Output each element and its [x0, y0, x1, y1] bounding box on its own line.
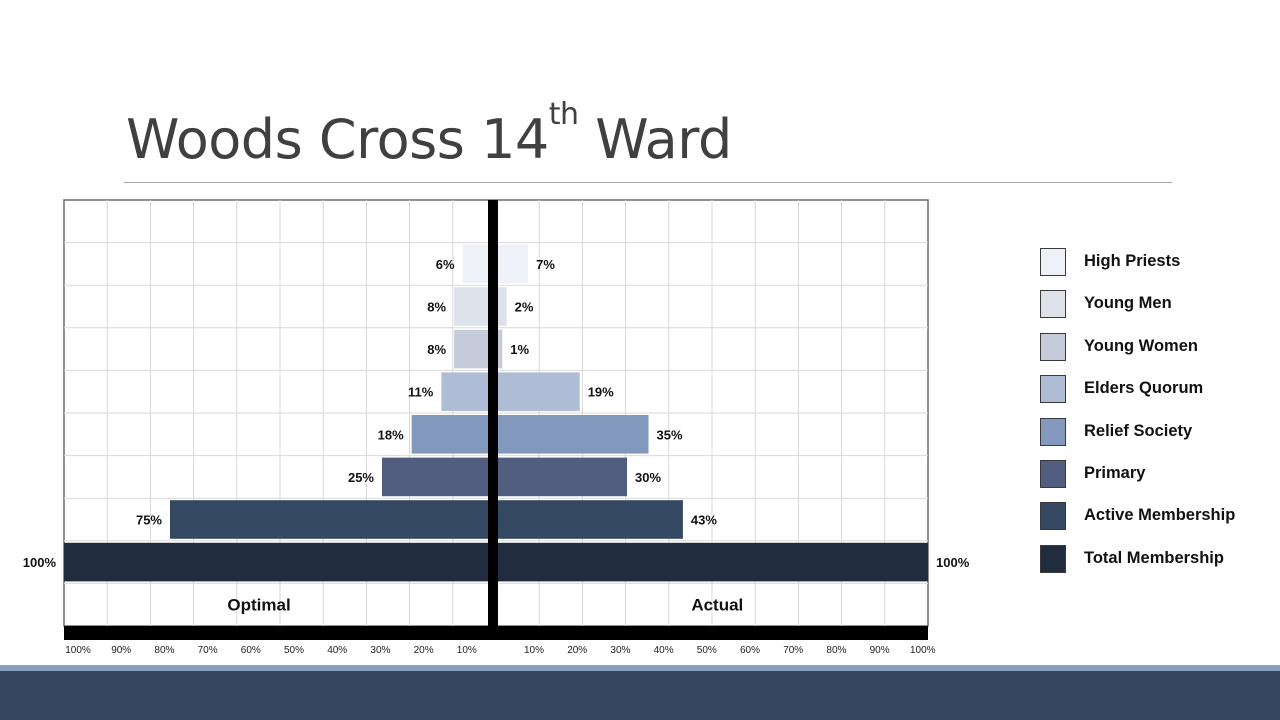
title-divider	[124, 182, 1172, 183]
legend-item: Relief Society	[1040, 417, 1270, 448]
legend-item: Primary	[1040, 460, 1270, 490]
value-label-optimal: 11%	[408, 385, 434, 400]
value-label-optimal: 100%	[23, 555, 57, 570]
legend-item: Young Women	[1040, 332, 1270, 363]
legend-item: Young Men	[1040, 290, 1270, 320]
slide-title: Woods Cross 14th Ward	[126, 100, 732, 176]
bar-actual-8	[498, 542, 928, 582]
value-label-actual: 1%	[510, 342, 529, 357]
tick-label-left: 90%	[111, 645, 131, 656]
legend-swatch	[1040, 417, 1066, 446]
bar-actual-6	[498, 457, 627, 497]
butterfly-chart: 6% 7% 8% 2% 8% 1% 11% 19% 18% 35% 25% 30% 75% 43% 100%…	[23, 199, 970, 656]
legend-swatch	[1040, 460, 1066, 488]
footer-accent-line	[0, 665, 1280, 671]
tick-label-right: 50%	[697, 645, 717, 656]
bar-actual-1	[498, 244, 529, 284]
series-title-optimal: Optimal	[227, 596, 290, 615]
tick-label-left: 20%	[414, 645, 434, 656]
bar-optimal-3	[454, 329, 488, 369]
legend-label: Primary	[1084, 464, 1146, 482]
title-text: Woods Cross 14	[126, 108, 549, 171]
bar-actual-3	[498, 329, 503, 369]
tick-label-left: 70%	[198, 645, 218, 656]
bar-optimal-2	[454, 287, 488, 326]
legend-item: Total Membership	[1040, 544, 1270, 575]
tick-label-left: 60%	[241, 645, 261, 656]
value-label-optimal: 8%	[427, 342, 446, 357]
series-title-actual: Actual	[691, 596, 743, 615]
tick-label-right: 30%	[610, 645, 630, 656]
bar-actual-2	[498, 287, 507, 326]
legend-item: Active Membership	[1040, 502, 1270, 532]
bar-actual-5	[498, 415, 649, 454]
legend-label: Active Membership	[1084, 506, 1236, 525]
tick-label-right: 60%	[740, 645, 760, 656]
legend-item: High Priests	[1040, 248, 1270, 278]
tick-label-right: 80%	[826, 645, 846, 656]
legend-swatch	[1040, 544, 1066, 573]
tick-label-left: 50%	[284, 645, 304, 656]
tick-label-right: 70%	[783, 645, 803, 656]
tick-label-right: 40%	[654, 645, 674, 656]
tick-label-left: 80%	[154, 645, 174, 656]
legend-swatch	[1040, 290, 1066, 319]
bar-optimal-5	[411, 415, 488, 454]
value-label-optimal: 25%	[348, 470, 374, 485]
bar-optimal-6	[382, 457, 488, 497]
legend-label: Young Women	[1084, 336, 1198, 355]
legend-label: High Priests	[1084, 252, 1181, 270]
legend-label: Elders Quorum	[1084, 379, 1204, 398]
value-label-actual: 2%	[515, 300, 534, 315]
legend-swatch	[1040, 332, 1066, 361]
tick-label-left: 30%	[370, 645, 390, 656]
value-label-optimal: 6%	[436, 257, 455, 272]
footer-band	[0, 665, 1280, 720]
tick-label-left: 40%	[327, 645, 347, 656]
tick-label-left: 10%	[457, 645, 477, 656]
value-label-actual: 100%	[936, 555, 970, 570]
value-label-actual: 19%	[588, 385, 614, 400]
bar-optimal-7	[170, 500, 488, 539]
bar-actual-7	[498, 500, 683, 539]
tick-label-right: 10%	[524, 645, 544, 656]
value-label-actual: 35%	[657, 427, 683, 442]
value-label-actual: 43%	[691, 513, 717, 528]
legend-swatch	[1040, 248, 1066, 276]
legend-swatch	[1040, 375, 1066, 404]
center-divider	[488, 200, 498, 630]
bar-optimal-4	[441, 372, 488, 411]
value-label-optimal: 18%	[378, 427, 404, 442]
tick-label-right: 100%	[910, 645, 936, 656]
legend-label: Total Membership	[1084, 548, 1224, 567]
tick-label-left: 100%	[65, 645, 91, 656]
value-label-optimal: 8%	[427, 300, 446, 315]
legend-label: Relief Society	[1084, 421, 1193, 440]
bar-optimal-1	[462, 244, 488, 284]
bar-actual-4	[498, 372, 580, 411]
value-label-optimal: 75%	[136, 513, 162, 528]
value-label-actual: 7%	[536, 257, 555, 272]
tick-label-right: 90%	[870, 645, 890, 656]
legend-label: Young Men	[1084, 294, 1172, 313]
bar-optimal-8	[64, 542, 488, 582]
axis-bar	[64, 626, 928, 640]
title-superscript: th	[548, 97, 579, 132]
tick-label-right: 20%	[567, 645, 587, 656]
legend-swatch	[1040, 502, 1066, 531]
legend-item: Elders Quorum	[1040, 375, 1270, 405]
title-suffix: Ward	[578, 108, 732, 171]
value-label-actual: 30%	[635, 470, 661, 485]
